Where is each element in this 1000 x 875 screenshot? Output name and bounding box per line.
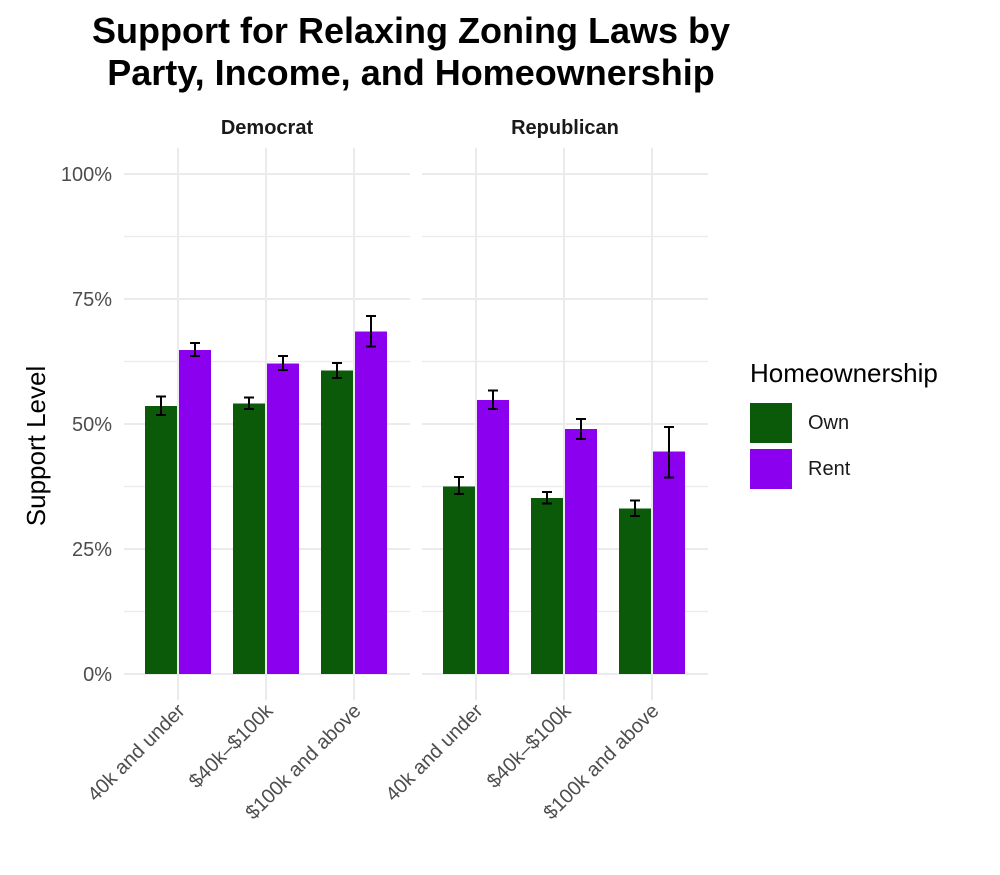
bar-democrat-40k-and-under-own xyxy=(145,406,177,674)
bar-republican-100k-and-above-own xyxy=(619,508,651,674)
chart-title-line-2: Party, Income, and Homeownership xyxy=(107,52,715,93)
legend: Homeownership Own Rent xyxy=(750,358,938,493)
x-tick-label-republican-1: $40k–$100k xyxy=(483,699,576,792)
chart-title-line-1: Support for Relaxing Zoning Laws by xyxy=(91,10,730,51)
legend-item-rent: Rent xyxy=(750,447,938,491)
bar-republican-40k-100k-rent xyxy=(565,429,597,674)
y-tick-label-2: 50% xyxy=(72,414,112,436)
legend-label-rent: Rent xyxy=(808,457,851,480)
facet-label-democrat: Democrat xyxy=(221,117,314,139)
bar-democrat-100k-and-above-own xyxy=(321,370,353,674)
x-tick-label-republican-0: 40k and under xyxy=(382,700,488,806)
facet-label-republican: Republican xyxy=(511,117,619,139)
bar-democrat-40k-and-under-rent xyxy=(179,350,211,674)
bar-republican-40k-and-under-rent xyxy=(477,400,509,674)
x-tick-label-democrat-0: 40k and under xyxy=(84,700,190,806)
bar-republican-40k-and-under-own xyxy=(443,486,475,674)
y-tick-label-1: 25% xyxy=(72,539,112,561)
legend-swatch-rent xyxy=(750,449,792,489)
y-axis-title: Support Level xyxy=(21,366,51,526)
bar-republican-100k-and-above-rent xyxy=(653,451,685,674)
y-tick-label-4: 100% xyxy=(61,164,112,186)
y-tick-label-3: 75% xyxy=(72,289,112,311)
legend-item-own: Own xyxy=(750,401,938,445)
legend-swatch-own xyxy=(750,403,792,443)
bar-democrat-40k-100k-own xyxy=(233,403,265,674)
chart-title: Support for Relaxing Zoning Laws by Part… xyxy=(0,10,822,94)
x-tick-label-democrat-1: $40k–$100k xyxy=(185,699,278,792)
y-tick-label-0: 0% xyxy=(83,664,112,686)
legend-label-own: Own xyxy=(808,411,850,434)
bar-republican-40k-100k-own xyxy=(531,498,563,674)
bar-democrat-40k-100k-rent xyxy=(267,363,299,674)
bar-democrat-100k-and-above-rent xyxy=(355,331,387,674)
legend-title: Homeownership xyxy=(750,358,938,388)
